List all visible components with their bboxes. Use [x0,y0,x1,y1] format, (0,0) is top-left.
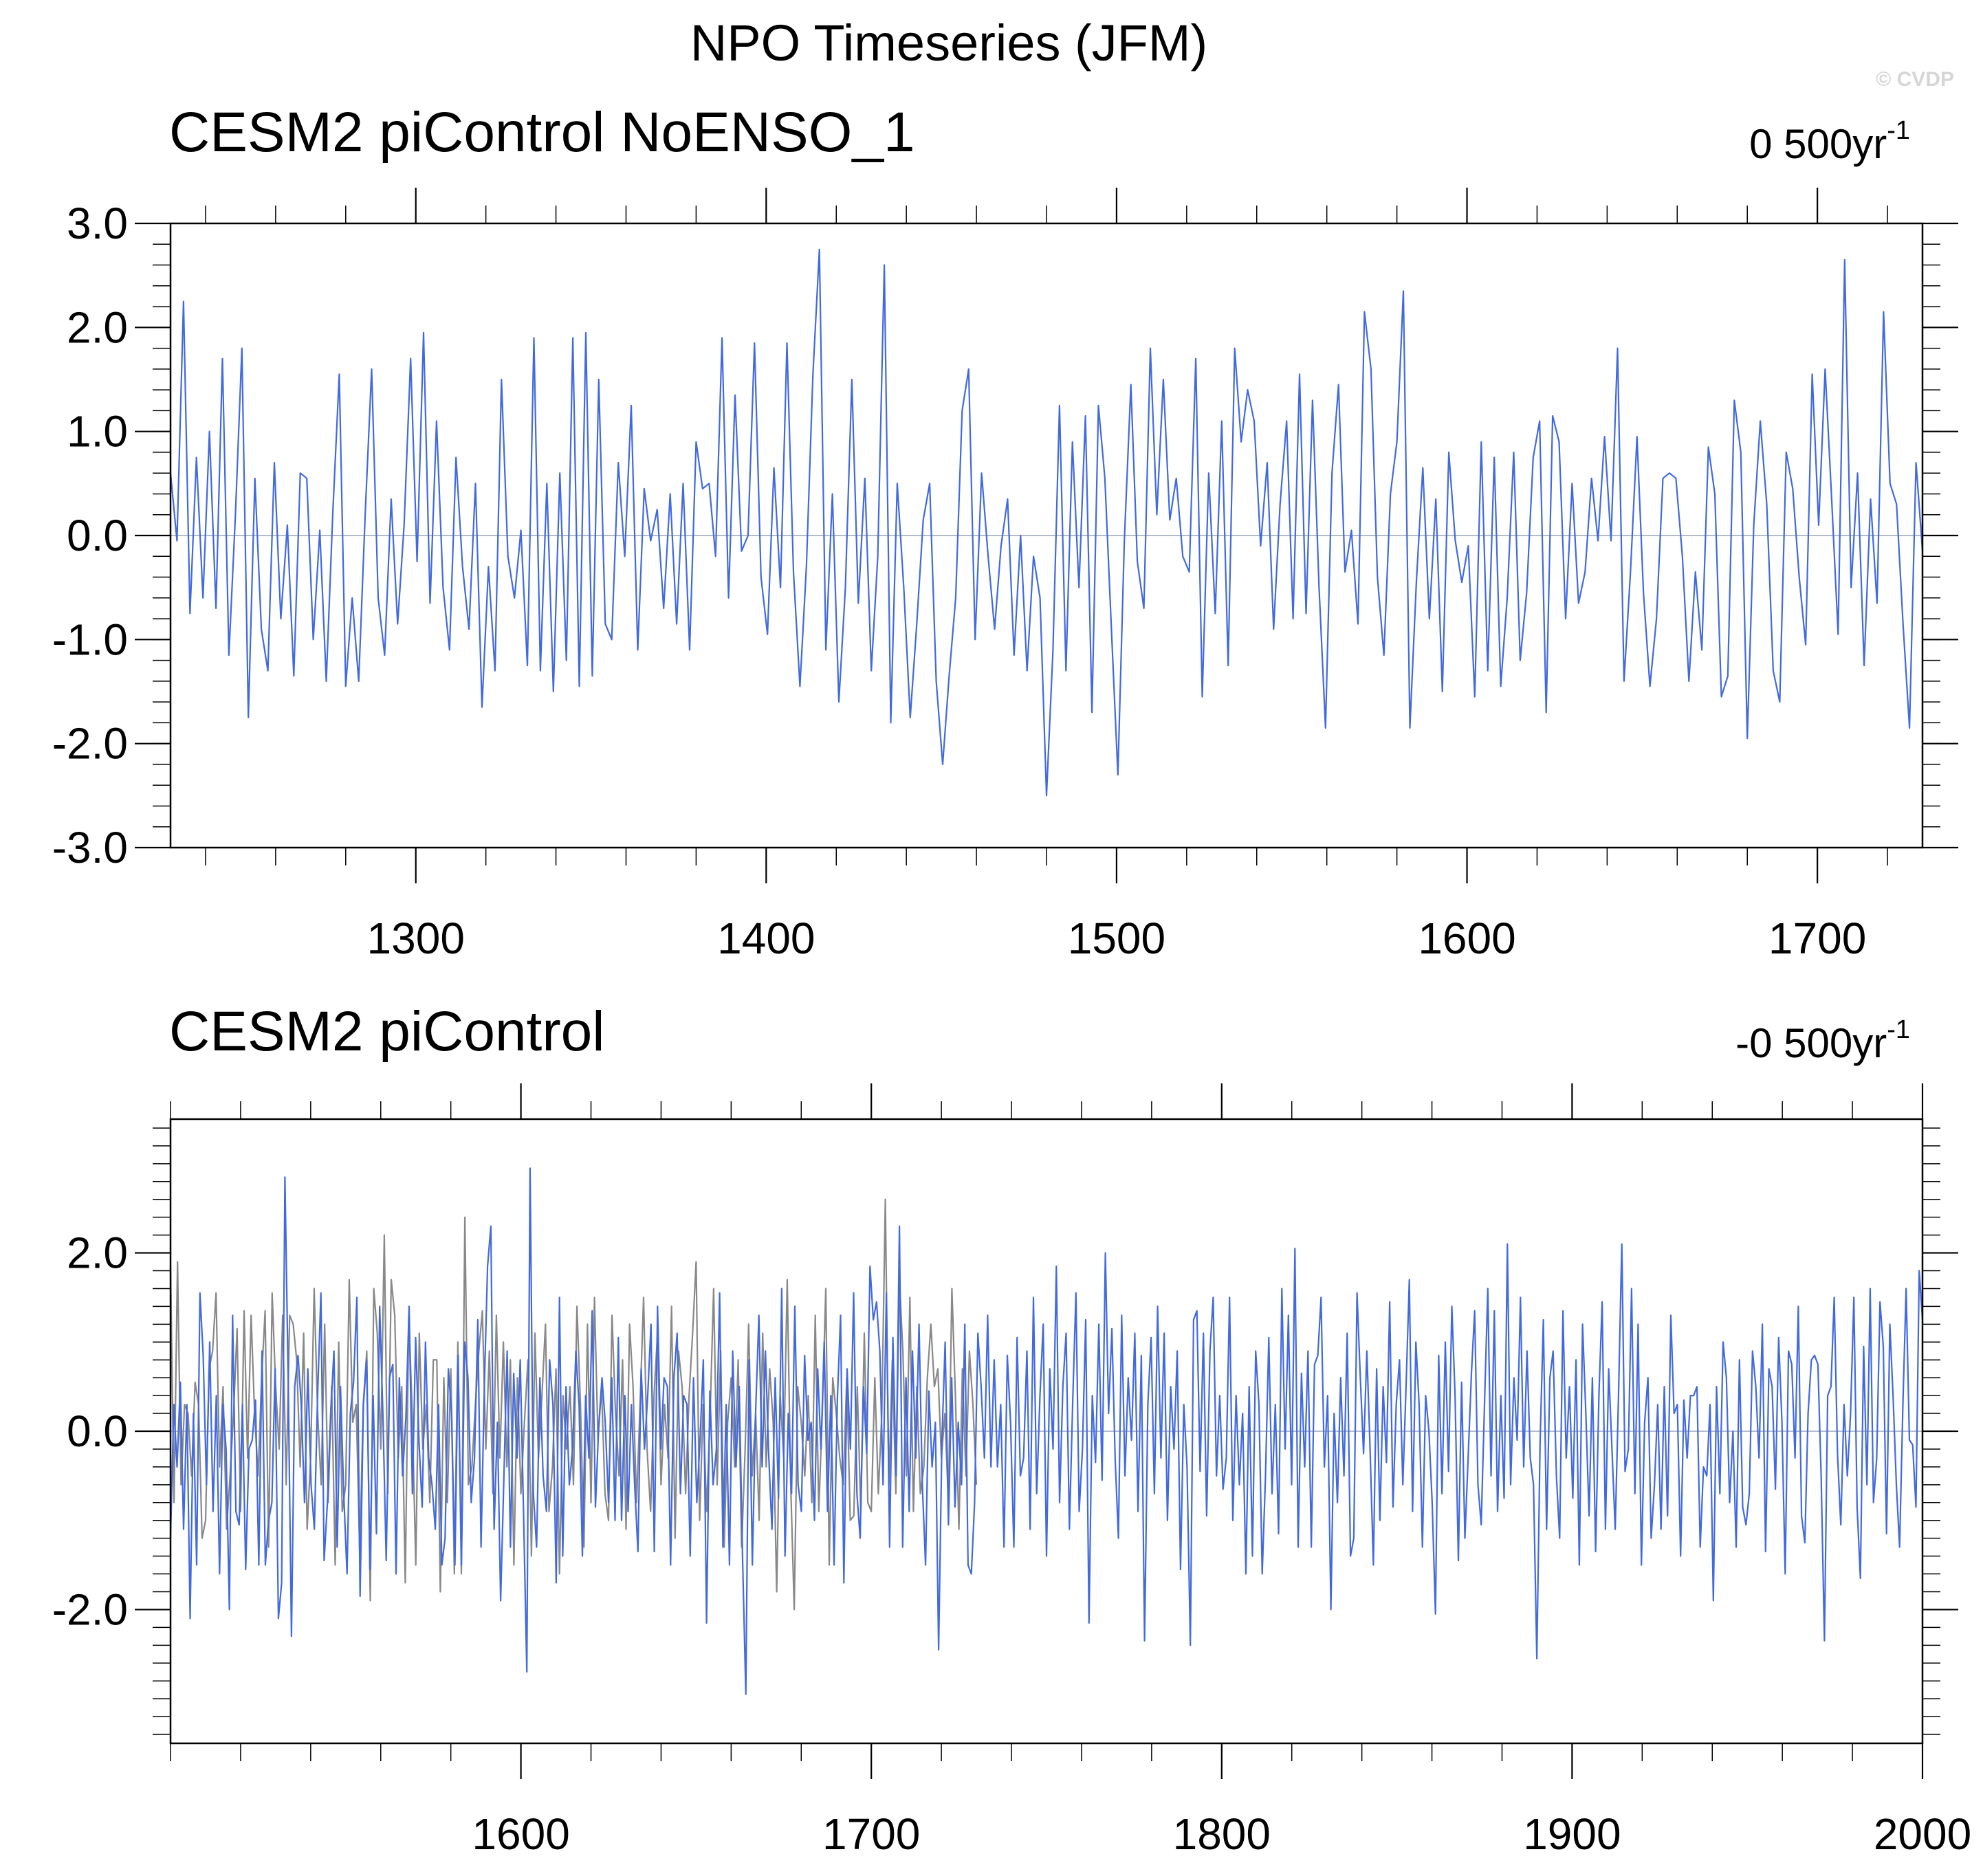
panel-top-x-tick-labels: 1300 1400 1500 1600 1700 [367,914,1867,963]
y-tick-label: -1.0 [52,615,128,664]
y-tick-label: 2.0 [67,302,128,352]
panel-bottom-trend-exp: -1 [1887,1015,1910,1044]
panel-top-trend-exp: -1 [1887,116,1910,145]
y-tick-label: -2.0 [52,719,128,769]
panel-top-trend-value: 0 500yr [1749,121,1887,167]
panel-bottom-plot-frame [169,1118,1924,1745]
y-tick-label: -3.0 [52,823,128,872]
series-line [169,248,1924,797]
series-line [169,1167,1924,1695]
panel-top-ticks [135,188,1958,883]
panel-bottom-ticks [135,1083,1958,1779]
y-tick-label: -2.0 [52,1585,128,1634]
x-tick-label: 1600 [1418,914,1515,963]
x-tick-label: 1700 [822,1809,920,1859]
panel-bottom: CESM2 piControl -0 500yr-1 2.0 0.0 -2.0 16… [52,1000,1971,1859]
y-tick-label: 1.0 [67,407,128,456]
x-tick-label: 1400 [717,914,815,963]
panel-top-series [169,248,1924,797]
panel-bottom-title: CESM2 piControl [169,1000,604,1063]
x-tick-label: 2000 [1874,1809,1971,1859]
y-tick-label: 0.0 [67,511,128,560]
panel-bottom-x-tick-labels: 1600 1700 1800 1900 2000 [472,1809,1971,1859]
y-tick-label: 3.0 [67,199,128,248]
panel-bottom-trend: -0 500yr-1 [1735,1015,1910,1066]
x-tick-label: 1600 [472,1809,569,1859]
y-tick-label: 2.0 [67,1228,128,1278]
x-tick-label: 1800 [1173,1809,1271,1859]
x-tick-label: 1900 [1523,1809,1621,1859]
panel-bottom-trend-value: -0 500yr [1735,1020,1887,1066]
watermark: © CVDP [1876,68,1954,91]
panel-bottom-series [169,1167,1924,1695]
y-tick-label: 0.0 [67,1406,128,1456]
panel-top-title: CESM2 piControl NoENSO_1 [169,101,915,164]
panel-top: CESM2 piControl NoENSO_1 0 500yr-1 3.0 2.… [52,101,1958,963]
panel-bottom-y-tick-labels: 2.0 0.0 -2.0 [52,1228,128,1635]
panel-top-y-tick-labels: 3.0 2.0 1.0 0.0 -1.0 -2.0 -3.0 [52,199,128,872]
figure-title: NPO Timeseries (JFM) [690,14,1207,71]
x-tick-label: 1300 [367,914,465,963]
x-tick-label: 1700 [1768,914,1866,963]
panel-top-trend: 0 500yr-1 [1749,116,1910,167]
x-tick-label: 1500 [1068,914,1165,963]
panel-top-plot-frame [169,222,1924,849]
